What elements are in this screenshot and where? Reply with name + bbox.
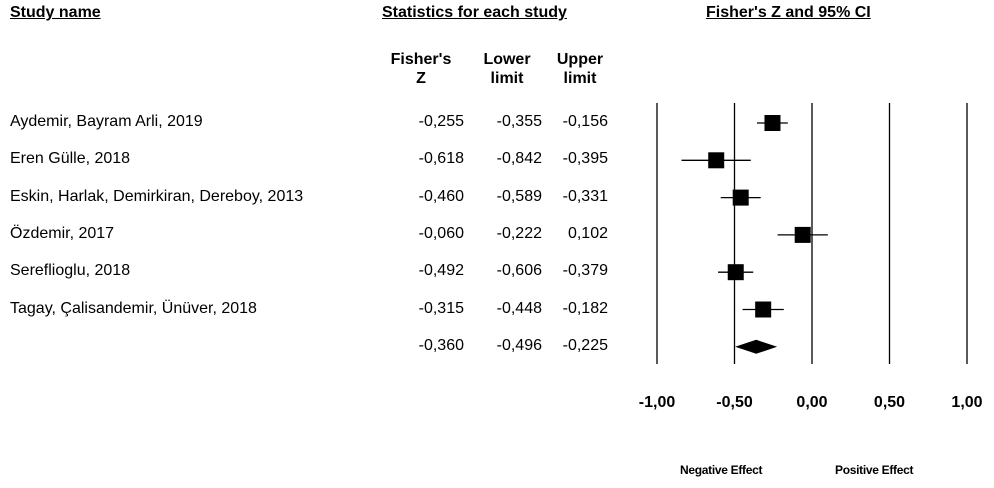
plot-header: Fisher's Z and 95% CI <box>706 4 871 21</box>
x-tick-label: -0,50 <box>716 394 753 411</box>
lower-limit-value: -0,842 <box>496 150 542 168</box>
upper-limit-value: -0,379 <box>562 262 608 280</box>
effect-size-marker <box>755 301 772 318</box>
lower-limit-value: -0,355 <box>496 113 542 130</box>
upper-limit-value: -0,331 <box>562 187 608 205</box>
lower-limit-value: -0,222 <box>496 224 542 242</box>
summary-upper-limit-value: -0,225 <box>562 336 608 354</box>
effect-size-marker <box>764 115 781 131</box>
lower-limit-value: -0,448 <box>496 299 542 317</box>
summary-fishers-z-value: -0,360 <box>418 336 464 354</box>
summary-lower-limit-value: -0,496 <box>496 336 542 354</box>
study-name: Tagay, Çalisandemir, Ünüver, 2018 <box>10 299 257 317</box>
study-name: Eskin, Harlak, Demirkiran, Dereboy, 2013 <box>10 187 304 205</box>
fishers-z-value: -0,618 <box>418 150 464 168</box>
summary-diamond <box>735 339 778 354</box>
fishers-z-value: -0,315 <box>418 299 464 317</box>
fishers-z-column-header: Fisher's Z <box>390 51 452 87</box>
effect-size-marker <box>794 226 811 243</box>
x-tick-label: 0,50 <box>873 394 906 411</box>
upper-limit-value: -0,395 <box>562 150 608 168</box>
study-name: Özdemir, 2017 <box>10 224 115 242</box>
fishers-z-value: -0,060 <box>418 224 464 242</box>
effect-size-marker <box>708 152 725 169</box>
upper-limit-column-header: Upper limit <box>556 51 604 87</box>
effect-size-marker <box>727 264 744 281</box>
fishers-z-value: -0,255 <box>418 113 464 130</box>
study-name: Eren Gülle, 2018 <box>10 150 131 168</box>
x-tick-label: 0,00 <box>796 394 828 411</box>
negative-effect-label: Negative Effect <box>680 463 763 477</box>
positive-effect-label: Positive Effect <box>835 463 914 477</box>
study-name-header: Study name <box>10 4 101 21</box>
lower-limit-value: -0,606 <box>496 262 542 280</box>
fishers-z-value: -0,460 <box>418 187 464 205</box>
upper-limit-value: 0,102 <box>567 224 608 242</box>
upper-limit-value: -0,182 <box>562 299 608 317</box>
effect-size-marker <box>732 189 749 206</box>
upper-limit-value: -0,156 <box>562 113 608 130</box>
x-tick-label: -1,00 <box>638 394 676 411</box>
study-name: Aydemir, Bayram Arli, 2019 <box>10 113 203 130</box>
study-name: Sereflioglu, 2018 <box>10 262 131 280</box>
x-tick-label: 1,00 <box>951 394 983 411</box>
lower-limit-column-header: Lower limit <box>483 51 531 87</box>
statistics-header: Statistics for each study <box>382 4 567 21</box>
fishers-z-value: -0,492 <box>418 262 464 280</box>
lower-limit-value: -0,589 <box>496 187 542 205</box>
